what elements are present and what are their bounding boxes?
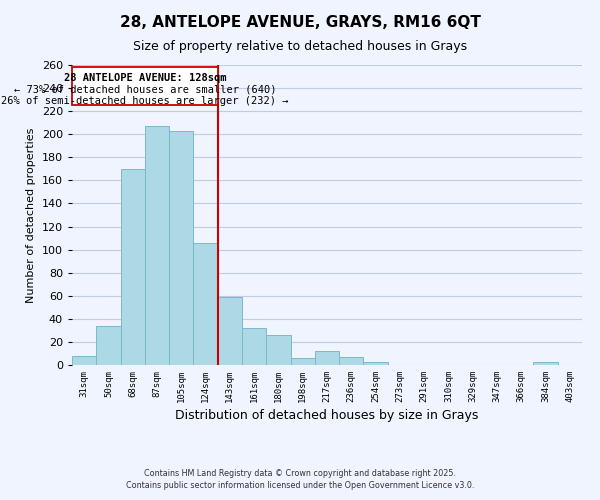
Bar xyxy=(169,131,193,365)
Bar xyxy=(72,68,218,106)
Bar xyxy=(145,126,169,365)
Text: 26% of semi-detached houses are larger (232) →: 26% of semi-detached houses are larger (… xyxy=(1,96,289,106)
Bar xyxy=(339,357,364,365)
X-axis label: Distribution of detached houses by size in Grays: Distribution of detached houses by size … xyxy=(175,409,479,422)
Text: 28 ANTELOPE AVENUE: 128sqm: 28 ANTELOPE AVENUE: 128sqm xyxy=(64,73,226,83)
Text: ← 73% of detached houses are smaller (640): ← 73% of detached houses are smaller (64… xyxy=(14,84,276,94)
Bar xyxy=(193,242,218,365)
Bar xyxy=(242,328,266,365)
Bar xyxy=(96,326,121,365)
Y-axis label: Number of detached properties: Number of detached properties xyxy=(26,128,36,302)
Bar xyxy=(121,169,145,365)
Bar xyxy=(266,335,290,365)
Bar xyxy=(364,362,388,365)
Text: Size of property relative to detached houses in Grays: Size of property relative to detached ho… xyxy=(133,40,467,53)
Bar xyxy=(72,356,96,365)
Bar xyxy=(315,351,339,365)
Bar xyxy=(290,358,315,365)
Text: Contains HM Land Registry data © Crown copyright and database right 2025.
Contai: Contains HM Land Registry data © Crown c… xyxy=(126,468,474,490)
Bar xyxy=(218,297,242,365)
Text: 28, ANTELOPE AVENUE, GRAYS, RM16 6QT: 28, ANTELOPE AVENUE, GRAYS, RM16 6QT xyxy=(119,15,481,30)
Bar xyxy=(533,362,558,365)
